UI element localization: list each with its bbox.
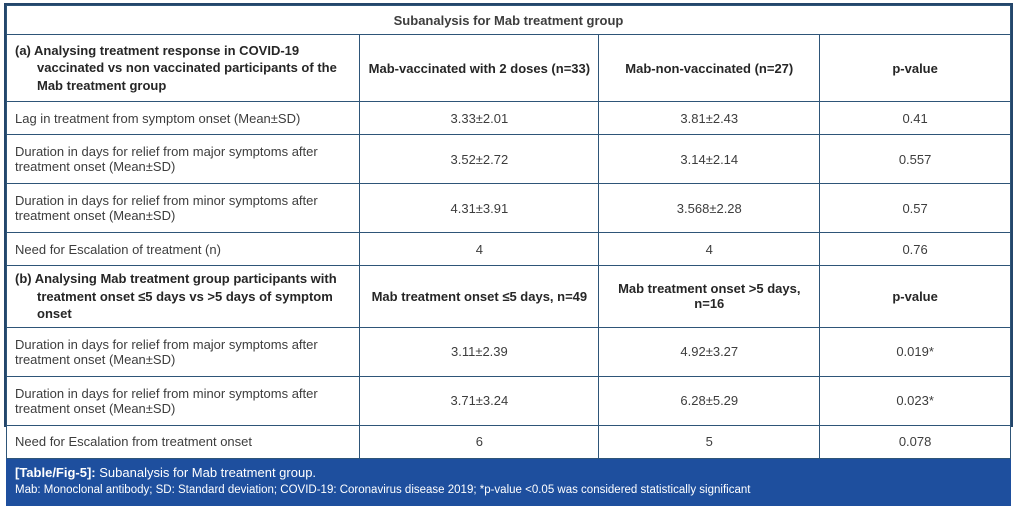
table-figure: Subanalysis for Mab treatment group (a) … [4, 3, 1013, 506]
section-a-header-row: (a) Analysing treatment response in COVI… [5, 34, 1011, 102]
table-row: Lag in treatment from symptom onset (Mea… [5, 101, 1011, 135]
row-value-2: 3.568±2.28 [598, 183, 821, 233]
table-row: Need for Escalation from treatment onset… [5, 424, 1011, 459]
figure-caption: [Table/Fig-5]: Subanalysis for Mab treat… [15, 464, 1002, 483]
row-value-2: 4 [598, 232, 821, 266]
table-title-row: Subanalysis for Mab treatment group [6, 5, 1011, 35]
row-pvalue: 0.078 [819, 424, 1011, 459]
row-value-2: 3.81±2.43 [598, 101, 821, 135]
table-row: Duration in days for relief from major s… [5, 326, 1011, 377]
subanalysis-table: Subanalysis for Mab treatment group (a) … [5, 5, 1011, 459]
section-b-header-label: (b) Analysing Mab treatment group partic… [15, 271, 337, 322]
figure-caption-label: [Table/Fig-5]: [15, 464, 96, 480]
section-b-header-label-cell: (b) Analysing Mab treatment group partic… [5, 265, 361, 328]
row-value-1: 3.11±2.39 [359, 326, 600, 377]
row-value-1: 3.33±2.01 [359, 101, 600, 135]
row-value-2: 4.92±3.27 [598, 326, 821, 377]
table-row: Duration in days for relief from minor s… [5, 375, 1011, 426]
row-value-1: 4 [359, 232, 600, 266]
section-a-header-label-cell: (a) Analysing treatment response in COVI… [5, 34, 361, 102]
row-value-1: 4.31±3.91 [359, 183, 600, 233]
section-a-col2-header: Mab-non-vaccinated (n=27) [598, 34, 821, 102]
figure-caption-text: Subanalysis for Mab treatment group. [99, 464, 317, 480]
section-a-header-label: (a) Analysing treatment response in COVI… [15, 42, 337, 93]
row-label: Duration in days for relief from minor s… [5, 183, 361, 233]
table-row: Duration in days for relief from minor s… [5, 183, 1011, 233]
row-value-1: 3.71±3.24 [359, 375, 600, 426]
row-label: Lag in treatment from symptom onset (Mea… [5, 101, 361, 135]
row-label: Need for Escalation of treatment (n) [5, 232, 361, 266]
row-pvalue: 0.023* [819, 375, 1011, 426]
abbreviations-note: Mab: Monoclonal antibody; SD: Standard d… [15, 484, 751, 497]
section-b-pvalue-header: p-value [819, 265, 1011, 328]
row-label: Need for Escalation from treatment onset [5, 424, 361, 459]
row-value-1: 3.52±2.72 [359, 134, 600, 184]
row-value-2: 6.28±5.29 [598, 375, 821, 426]
section-b-col1-header: Mab treatment onset ≤5 days, n=49 [359, 265, 600, 328]
page: Subanalysis for Mab treatment group (a) … [4, 3, 1013, 506]
row-pvalue: 0.57 [819, 183, 1011, 233]
section-b-col2-header: Mab treatment onset >5 days, n=16 [598, 265, 821, 328]
table-row: Need for Escalation of treatment (n) 4 4… [5, 232, 1011, 266]
row-pvalue: 0.019* [819, 326, 1011, 377]
section-a-pvalue-header: p-value [819, 34, 1011, 102]
row-pvalue: 0.557 [819, 134, 1011, 184]
row-label: Duration in days for relief from major s… [5, 326, 361, 377]
figure-caption-band: [Table/Fig-5]: Subanalysis for Mab treat… [6, 458, 1011, 506]
row-pvalue: 0.41 [819, 101, 1011, 135]
row-value-2: 5 [598, 424, 821, 459]
table-row: Duration in days for relief from major s… [5, 134, 1011, 184]
row-value-2: 3.14±2.14 [598, 134, 821, 184]
row-pvalue: 0.76 [819, 232, 1011, 266]
section-b-header-row: (b) Analysing Mab treatment group partic… [5, 265, 1011, 328]
table-title: Subanalysis for Mab treatment group [6, 5, 1011, 35]
row-label: Duration in days for relief from minor s… [5, 375, 361, 426]
row-value-1: 6 [359, 424, 600, 459]
section-a-col1-header: Mab-vaccinated with 2 doses (n=33) [359, 34, 600, 102]
row-label: Duration in days for relief from major s… [5, 134, 361, 184]
